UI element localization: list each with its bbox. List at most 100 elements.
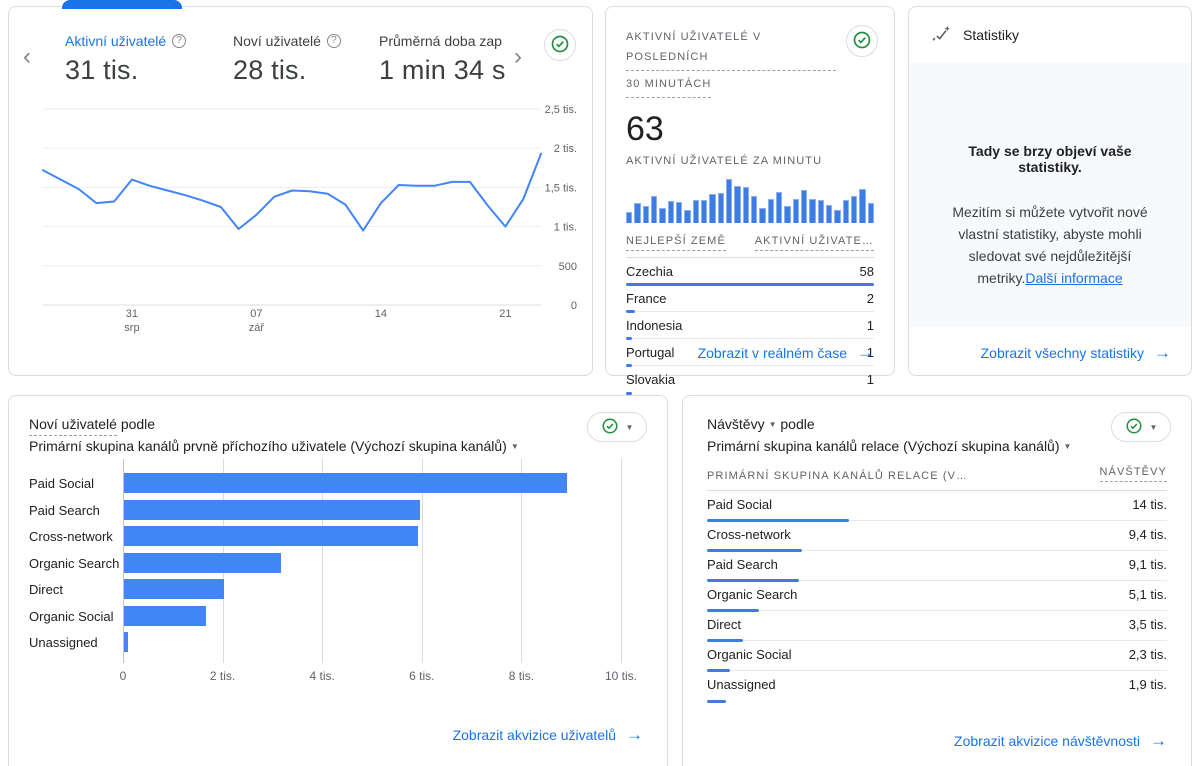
arrow-right-icon: → <box>1154 343 1171 362</box>
minute-bar <box>684 210 691 223</box>
column-header-sessions[interactable]: NÁVŠTĚVY <box>1099 466 1167 482</box>
svg-text:14: 14 <box>375 308 387 320</box>
green-check-icon <box>852 30 872 53</box>
horizontal-bar <box>124 499 421 520</box>
metric-label: Aktivní uživatelé <box>65 33 167 49</box>
channel-bar <box>707 549 803 552</box>
data-quality-check-button[interactable] <box>846 25 878 57</box>
dimension-label: Primární skupina kanálů prvně příchozího… <box>29 438 507 454</box>
active-users-line-chart: 2,5 tis. 2 tis. 1,5 tis. 1 tis. 500 0 31 srp 07 z… <box>42 104 577 334</box>
sessions-by-channel-list: Paid Social 14 tis. Cross-network 9,4 tis. P… <box>707 491 1167 703</box>
svg-text:2,5 tis.: 2,5 tis. <box>545 104 577 116</box>
caret-down-icon: ▼ <box>768 420 777 429</box>
svg-text:zář: zář <box>249 322 265 334</box>
dimension-selector[interactable]: Primární skupina kanálů relace (Výchozí … <box>707 438 1071 454</box>
gridline <box>322 459 324 663</box>
realtime-active-users-count: 63 <box>626 110 664 148</box>
channel-row: Direct 3,5 tis. <box>707 611 1167 642</box>
realtime-title-line1: AKTIVNÍ UŽIVATELÉ V POSLEDNÍCH <box>626 27 836 71</box>
channel-value: 2,3 tis. <box>1128 647 1167 662</box>
channel-bar <box>707 579 800 582</box>
dimension-selector[interactable]: Primární skupina kanálů prvně příchozího… <box>29 438 519 454</box>
country-row: Slovakia 1 <box>626 366 874 395</box>
country-bar <box>626 392 633 395</box>
minute-bar <box>867 203 874 223</box>
insights-title: Statistiky <box>963 27 1020 43</box>
chevron-left-icon[interactable]: ‹ <box>23 43 31 70</box>
column-header-dimension[interactable]: PRIMÁRNÍ SKUPINA KANÁLŮ RELACE (V… <box>707 470 969 482</box>
help-icon[interactable]: ? <box>172 34 187 48</box>
svg-text:31: 31 <box>126 308 138 320</box>
top-countries-list: Czechia 58 France 2 Indonesia 1 Portugal 1 Slova… <box>626 258 874 395</box>
chevron-right-icon[interactable]: › <box>514 43 522 70</box>
data-quality-check-button[interactable] <box>544 29 576 61</box>
metric-selector[interactable]: Noví uživatelé <box>29 416 117 436</box>
x-axis-label: 4 tis. <box>309 669 335 683</box>
insights-paragraph: Mezitím si můžete vytvořit nové vlastní … <box>935 201 1165 289</box>
metric-tab-new-users[interactable]: Noví uživatelé ? 28 tis. <box>233 33 379 86</box>
category-label: Organic Social <box>29 608 114 624</box>
svg-text:0: 0 <box>571 300 577 312</box>
country-row: Indonesia 1 <box>626 312 874 340</box>
realtime-table-header: NEJLEPŠÍ ZEMĚ AKTIVNÍ UŽIVATE… <box>626 235 874 251</box>
metric-tabs: Aktivní uživatelé ? 31 tis. Noví uživate… <box>65 33 529 86</box>
channel-name: Paid Search <box>707 557 778 572</box>
metric-selector[interactable]: Návštěvy ▼ <box>707 416 777 432</box>
insights-body: Tady se brzy objeví vaše statistiky. Mez… <box>909 63 1191 327</box>
channel-row: Unassigned 1,9 tis. <box>707 671 1167 703</box>
column-header-active-users[interactable]: AKTIVNÍ UŽIVATE… <box>754 235 874 251</box>
green-check-icon <box>601 417 619 438</box>
view-traffic-acquisition-link[interactable]: Zobrazit akvizice návštěvnosti → <box>954 732 1167 749</box>
view-all-insights-link[interactable]: Zobrazit všechny statistiky → <box>981 344 1171 361</box>
country-value: 1 <box>866 318 874 333</box>
column-header-country[interactable]: NEJLEPŠÍ ZEMĚ <box>626 235 726 251</box>
category-label: Paid Search <box>29 502 100 518</box>
metric-value: 31 tis. <box>65 55 139 85</box>
view-user-acquisition-link[interactable]: Zobrazit akvizice uživatelů → <box>453 726 643 743</box>
country-bar <box>626 310 635 313</box>
metric-tab-avg-engagement-time[interactable]: Průměrná doba zap 1 min 34 s <box>379 33 529 86</box>
gridline <box>621 459 622 663</box>
minute-bar <box>775 192 783 223</box>
metric-tab-active-users[interactable]: Aktivní uživatelé ? 31 tis. <box>65 33 233 86</box>
country-name: Czechia <box>626 264 673 279</box>
country-row: Czechia 58 <box>626 258 874 286</box>
channel-value: 9,1 tis. <box>1128 557 1167 572</box>
channel-bar <box>707 639 743 642</box>
x-axis-label: 6 tis. <box>409 669 435 683</box>
green-check-icon <box>550 34 570 57</box>
realtime-title: AKTIVNÍ UŽIVATELÉ V POSLEDNÍCH 30 MINUTÁ… <box>626 27 836 100</box>
sessions-table-header: PRIMÁRNÍ SKUPINA KANÁLŮ RELACE (V… NÁVŠT… <box>707 466 1167 482</box>
country-row: France 2 <box>626 285 874 313</box>
insights-card: Statistiky Tady se brzy objeví vaše stat… <box>908 6 1192 376</box>
users-per-minute-bar-chart <box>626 177 874 223</box>
realtime-card: AKTIVNÍ UŽIVATELÉ V POSLEDNÍCH 30 MINUTÁ… <box>605 6 895 395</box>
caret-down-icon: ▼ <box>1063 442 1072 451</box>
active-metric-tab-indicator <box>62 0 182 9</box>
caret-down-icon: ▼ <box>510 442 519 451</box>
channel-value: 14 tis. <box>1132 497 1167 512</box>
country-row: Portugal 1 <box>626 339 874 367</box>
minute-bar <box>850 196 858 223</box>
help-icon[interactable]: ? <box>326 34 341 48</box>
country-name: France <box>626 291 667 306</box>
horizontal-bar <box>124 605 207 626</box>
realtime-title-line2: 30 MINUTÁCH <box>626 74 712 98</box>
view-realtime-link[interactable]: Zobrazit v reálném čase → <box>698 344 874 361</box>
minute-bar <box>650 196 658 223</box>
data-quality-dropdown-button[interactable]: ▼ <box>1111 412 1171 442</box>
minute-bar <box>767 199 774 223</box>
minute-bar <box>717 193 724 223</box>
metric-label: Návštěvy <box>707 416 765 432</box>
svg-text:2 tis.: 2 tis. <box>554 143 577 155</box>
data-quality-dropdown-button[interactable]: ▼ <box>587 412 647 442</box>
link-label: Zobrazit v reálném čase <box>697 344 847 361</box>
gridline <box>123 459 124 663</box>
minute-bar <box>642 206 649 223</box>
arrow-right-icon: → <box>857 343 874 362</box>
minute-bar <box>800 190 808 223</box>
metric-value: 1 min 34 s <box>379 55 506 85</box>
country-bar <box>626 283 874 286</box>
learn-more-link[interactable]: Další informace <box>1025 270 1123 286</box>
link-label: Zobrazit akvizice návštěvnosti <box>954 732 1140 749</box>
